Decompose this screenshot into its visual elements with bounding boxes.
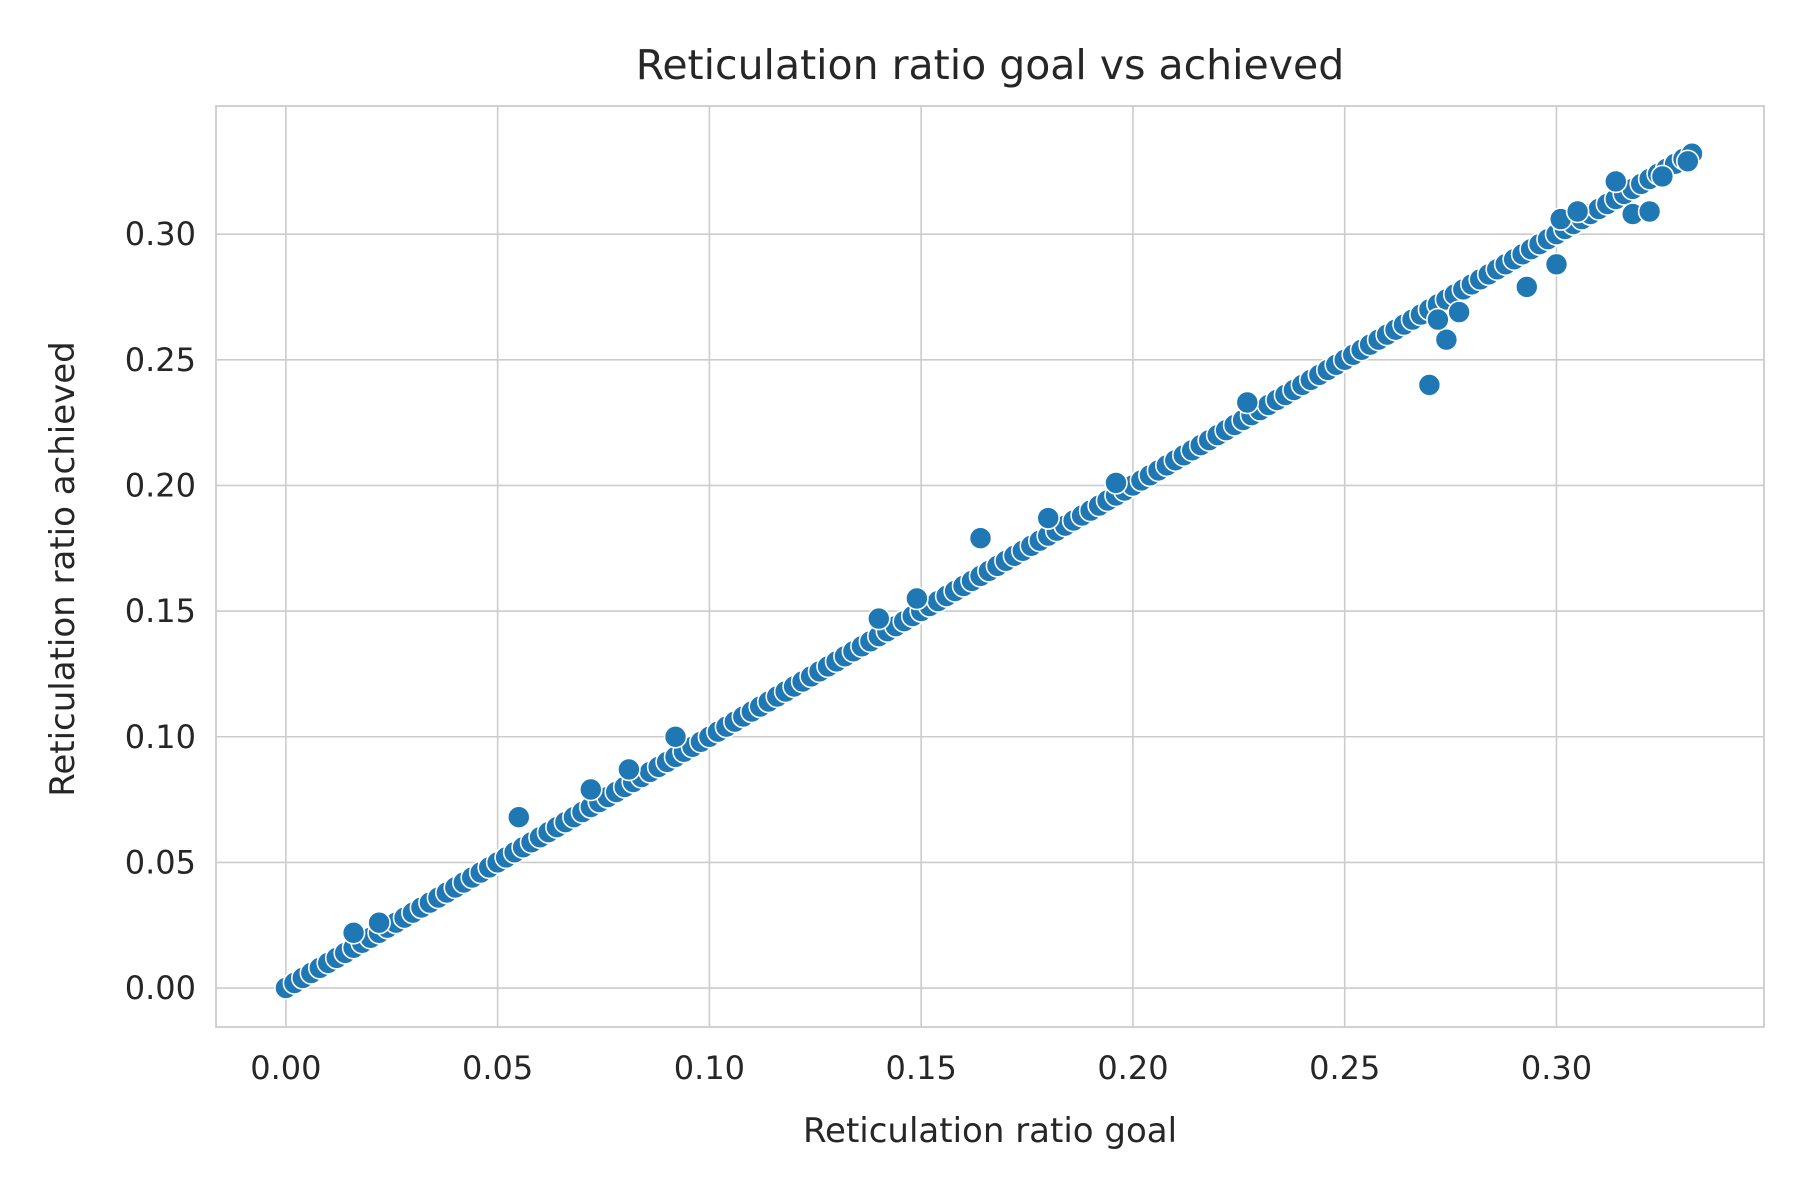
y-axis-label: Reticulation ratio achieved [43,341,83,797]
y-tick-label: 0.25 [125,341,196,379]
scatter-point [1036,506,1060,530]
x-tick-label: 0.00 [250,1049,321,1087]
data-points [274,141,1704,1000]
plot-frame [215,105,1765,1028]
scatter-point [1565,199,1590,224]
y-tick-label: 0.00 [125,969,196,1007]
scatter-point [1417,373,1442,397]
scatter-point [968,526,993,551]
scatter-point [1544,252,1569,277]
x-tick-label: 0.05 [462,1049,533,1087]
scatter-point [367,910,391,935]
x-tick-label: 0.15 [886,1049,957,1087]
scatter-point [1447,300,1471,324]
scatter-point [663,724,688,749]
scatter-point [1637,199,1662,224]
scatter-point [1676,149,1700,174]
scatter-point [905,586,929,611]
x-tick-label: 0.10 [674,1049,745,1087]
scatter-point [506,805,531,830]
grid [216,106,1764,1027]
scatter-point [1104,471,1128,495]
scatter-point [341,920,366,945]
y-tick-label: 0.30 [125,215,196,253]
y-tick-label: 0.05 [125,843,196,881]
scatter-point [617,757,641,782]
x-tick-label: 0.20 [1097,1049,1168,1087]
scatter-point [866,606,891,631]
scatter-point [1235,390,1260,415]
scatter-point [1650,164,1675,189]
scatter-point [1434,327,1459,352]
tick-labels: 0.00 0.05 0.10 0.15 0.20 0.25 0.30 0.00 0.05 0.10… [125,215,1592,1087]
x-axis-label: Reticulation ratio goal [803,1111,1177,1151]
y-tick-label: 0.10 [125,718,196,756]
scatter-point [578,777,603,802]
y-tick-label: 0.15 [125,592,196,630]
x-tick-label: 0.25 [1309,1049,1380,1087]
y-tick-label: 0.20 [125,466,196,504]
scatter-point [1604,169,1628,194]
scatter-point [1426,307,1450,332]
x-tick-label: 0.30 [1521,1049,1592,1087]
chart-title: Reticulation ratio goal vs achieved [636,41,1345,89]
scatter-point [1515,275,1539,299]
